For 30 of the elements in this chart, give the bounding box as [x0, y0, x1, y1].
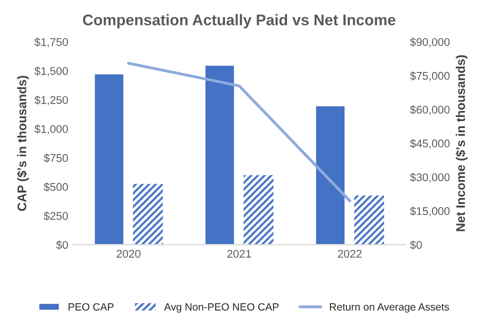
y2-tick-label: $30,000 — [410, 172, 450, 183]
y-tick-label: $250 — [44, 212, 68, 221]
y-tick-label: $1,250 — [34, 96, 68, 106]
bar — [93, 73, 125, 245]
y-tick-label: $750 — [44, 154, 68, 163]
y2-tick-label: $60,000 — [410, 105, 450, 115]
y2-tick-label: $15,000 — [410, 206, 450, 216]
chart-title: Compensation Actually Paid vs Net Income — [82, 14, 396, 28]
bar — [314, 104, 346, 245]
y-axis-title: CAP ($'s in thousands) — [16, 76, 29, 211]
legend-label: PEO CAP — [68, 303, 114, 311]
x-tick-label: 2021 — [227, 250, 251, 258]
legend-label: Avg Non-PEO NEO CAP — [164, 303, 279, 313]
bar — [354, 195, 384, 245]
y-tick-label: $1,000 — [34, 124, 68, 134]
y2-tick-label: $90,000 — [410, 38, 450, 48]
bar — [204, 64, 236, 245]
x-tick-label: 2022 — [338, 250, 362, 258]
y-tick-label: $0 — [56, 240, 68, 250]
y-tick-label: $500 — [44, 182, 68, 192]
x-tick-label: 2020 — [116, 250, 140, 258]
bar — [244, 175, 274, 245]
y-tick-label: $1,500 — [34, 66, 68, 76]
y-tick-label: $1,750 — [34, 38, 68, 48]
y2-tick-label: $45,000 — [410, 139, 450, 149]
legend-label: Return on Average Assets — [330, 303, 450, 313]
y2-axis-title: Net Income ($'s in thousands) — [456, 55, 468, 232]
bar — [132, 184, 163, 245]
y2-tick-label: $0 — [410, 240, 422, 250]
y2-tick-label: $75,000 — [410, 71, 450, 82]
